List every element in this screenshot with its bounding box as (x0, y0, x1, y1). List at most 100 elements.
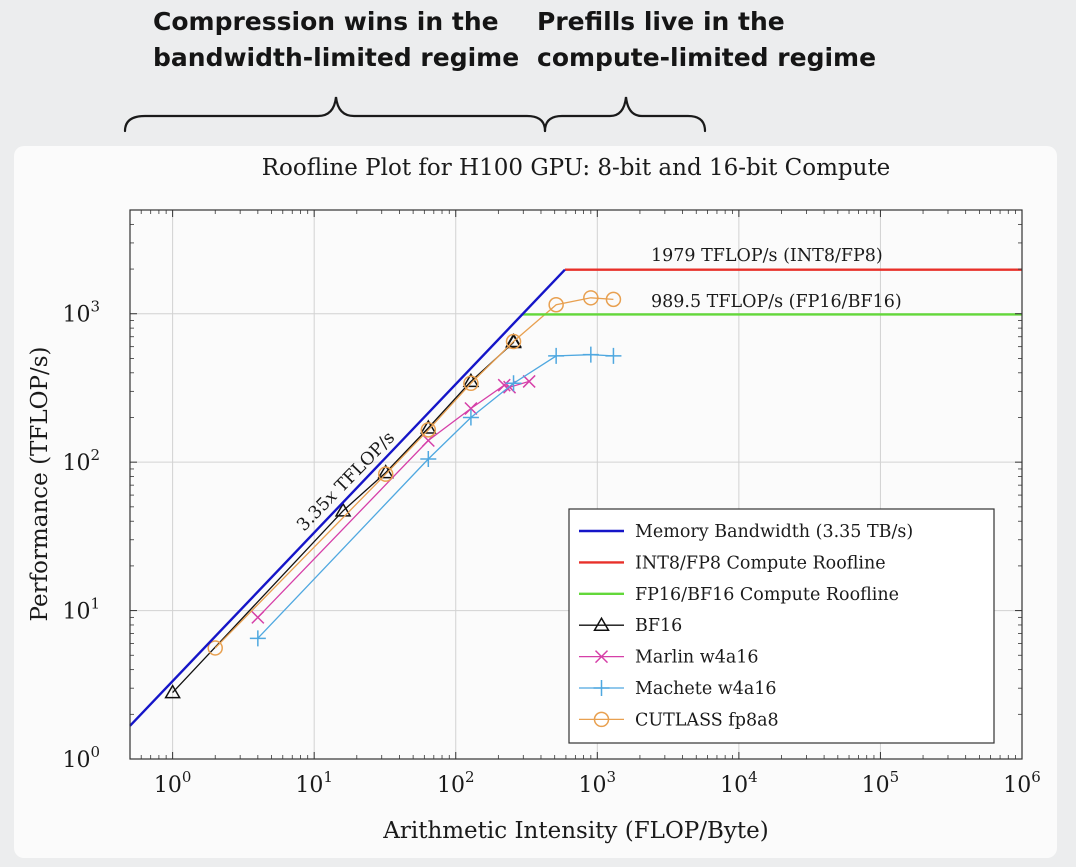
y-tick-label: 101 (62, 595, 100, 625)
data-point-cutlass-fp8a8 (548, 296, 564, 313)
data-point-bf16 (505, 333, 522, 348)
bandwidth-slope-suffix: TFLOP/s (327, 428, 399, 501)
x-axis-label: Arithmetic Intensity (FLOP/Byte) (382, 818, 769, 844)
legend-label: Machete w4a16 (635, 679, 777, 699)
legend-label: Marlin w4a16 (635, 648, 759, 668)
x-tick-exponent: 4 (748, 768, 758, 786)
x-tick-label: 102 (437, 768, 475, 798)
legend-marker (594, 650, 609, 664)
x-tick-exponent: 2 (465, 768, 475, 786)
x-tick-base: 10 (295, 773, 323, 798)
y-tick-label: 102 (62, 446, 100, 476)
compute-regime-brace (543, 96, 707, 133)
legend-marker (593, 711, 610, 728)
data-point-cutlass-fp8a8 (463, 375, 479, 392)
legend-box (568, 508, 995, 744)
x-tick-exponent: 0 (182, 768, 192, 786)
legend-marker (593, 616, 610, 631)
y-tick-label: 103 (62, 298, 100, 328)
x-tick-base: 10 (862, 773, 890, 798)
legend: Memory Bandwidth (3.35 TB/s) INT8/FP8 Com… (568, 508, 995, 744)
y-tick-base: 10 (62, 600, 90, 625)
brace-layer (123, 96, 707, 133)
right-annotation: Prefills live in the compute-limited reg… (537, 4, 876, 76)
data-point-bf16 (334, 502, 352, 517)
series-line-machete-w4a16 (257, 354, 614, 639)
right-annotation-line-1: Prefills live in the (537, 7, 785, 36)
legend-entry-fp16-bf16-compute-roofline: FP16/BF16 Compute Roofline (579, 585, 899, 605)
data-point-marlin-w4a16 (251, 610, 265, 624)
x-tick-exponent: 3 (607, 768, 617, 786)
data-point-cutlass-fp8a8 (207, 640, 223, 656)
x-tick-label: 100 (154, 768, 192, 798)
data-point-cutlass-fp8a8 (605, 291, 622, 308)
y-tick-exponent: 1 (90, 595, 100, 613)
plot-area-frame (129, 209, 1023, 760)
legend-entry-cutlass-fp8a8: CUTLASS fp8a8 (579, 710, 779, 730)
legend-label: BF16 (635, 616, 682, 636)
data-point-machete-w4a16 (462, 409, 479, 426)
x-tick-exponent: 6 (1031, 768, 1041, 786)
legend-label: Memory Bandwidth (3.35 TB/s) (635, 522, 913, 542)
data-point-cutlass-fp8a8 (505, 333, 522, 350)
y-tick-base: 10 (62, 303, 90, 328)
x-tick-label: 103 (579, 768, 617, 798)
x-tick-label: 105 (862, 768, 900, 798)
series-line-bf16 (172, 341, 515, 694)
series-lines (129, 268, 1022, 727)
data-point-cutlass-fp8a8 (583, 290, 599, 306)
x-tick-base: 10 (720, 773, 748, 798)
data-point-machete-w4a16 (605, 347, 622, 364)
fp16-roofline-label: 989.5 TFLOP/s (FP16/BF16) (651, 292, 902, 312)
y-tick-base: 10 (62, 748, 90, 773)
y-tick-label: 100 (62, 743, 100, 773)
x-tick-base: 10 (1003, 773, 1031, 798)
x-tick-base: 10 (154, 773, 182, 798)
x-tick-label: 104 (720, 768, 758, 798)
x-tick-exponent: 1 (323, 768, 333, 786)
right-annotation-line-2: compute-limited regime (537, 43, 877, 72)
legend-entry-machete-w4a16: Machete w4a16 (579, 679, 777, 699)
x-tick-label: 106 (1003, 768, 1041, 798)
data-point-machete-w4a16 (249, 630, 266, 647)
series-bf16 (164, 333, 522, 699)
x-tick-base: 10 (579, 773, 607, 798)
series-marlin-w4a16 (251, 374, 536, 624)
data-point-marlin-w4a16 (464, 401, 478, 416)
data-point-machete-w4a16 (548, 347, 565, 364)
series-cutlass-fp8a8 (207, 290, 622, 656)
data-point-machete-w4a16 (582, 346, 599, 363)
left-annotation-line-1: Compression wins in the (153, 7, 499, 36)
data-point-cutlass-fp8a8 (377, 466, 394, 482)
data-point-machete-w4a16 (505, 375, 522, 392)
legend-marker (593, 680, 610, 696)
y-tick-base: 10 (62, 451, 90, 476)
data-point-marlin-w4a16 (522, 374, 536, 388)
data-point-machete-w4a16 (420, 451, 437, 468)
y-tick-exponent: 3 (90, 298, 100, 316)
data-point-cutlass-fp8a8 (420, 422, 437, 438)
left-annotation-line-2: bandwidth-limited regime (153, 43, 520, 72)
legend-label: INT8/FP8 Compute Roofline (635, 553, 886, 573)
bandwidth-regime-brace (123, 96, 547, 133)
chart-title: Roofline Plot for H100 GPU: 8-bit and 16… (262, 155, 891, 181)
legend-entry-memory-bandwidth-3-35-tb-s: Memory Bandwidth (3.35 TB/s) (579, 522, 913, 542)
legend-entry-marlin-w4a16: Marlin w4a16 (579, 648, 759, 668)
left-annotation: Compression wins in the bandwidth-limite… (153, 4, 519, 76)
y-tick-exponent: 0 (90, 743, 100, 761)
int8-roofline-label: 1979 TFLOP/s (INT8/FP8) (651, 246, 883, 266)
series-machete-w4a16 (249, 346, 622, 647)
x-tick-label: 101 (295, 768, 333, 798)
legend-label: CUTLASS fp8a8 (635, 710, 779, 730)
legend-label: FP16/BF16 Compute Roofline (635, 585, 899, 605)
series-line-marlin-w4a16 (257, 380, 530, 618)
data-point-bf16 (164, 684, 181, 699)
legend-entry-bf16: BF16 (579, 616, 682, 636)
data-point-bf16 (377, 464, 394, 479)
series-line-memory-bandwidth-3-35-tb-s (129, 268, 566, 727)
series-line-cutlass-fp8a8 (214, 297, 614, 649)
x-tick-exponent: 5 (890, 768, 900, 786)
